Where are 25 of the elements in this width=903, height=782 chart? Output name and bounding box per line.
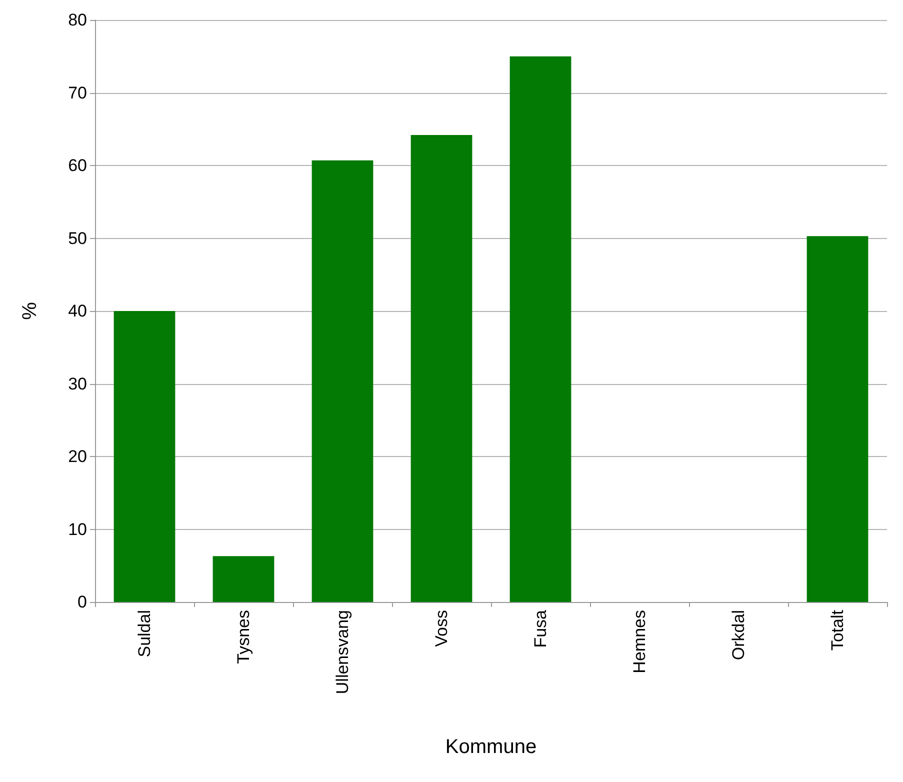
y-tick-label: 70: [68, 83, 87, 102]
y-tick-label: 0: [78, 592, 87, 612]
y-tick-label: 20: [68, 447, 87, 466]
y-tick-label: 30: [68, 374, 87, 394]
x-tick-label: Suldal: [135, 610, 154, 658]
x-tick-label: Hemnes: [630, 610, 649, 674]
bar: [806, 236, 868, 602]
y-tick-label: 60: [68, 156, 87, 175]
y-tick-label: 80: [68, 10, 87, 30]
bar: [410, 134, 472, 602]
x-tick-label: Orkdal: [729, 610, 748, 660]
y-tick-label: 50: [68, 228, 87, 248]
x-tick-label: Fusa: [531, 609, 550, 648]
x-tick-label: Totalt: [828, 610, 847, 651]
y-tick-label: 10: [68, 520, 87, 539]
bar: [312, 160, 374, 602]
y-axis-title: %: [19, 302, 41, 320]
x-tick-label: Voss: [432, 610, 451, 647]
x-axis-title: Kommune: [445, 736, 537, 758]
bar: [212, 556, 274, 602]
y-tick-label: 40: [68, 302, 87, 320]
x-tick-label: Tysnes: [234, 610, 253, 664]
bar: [114, 311, 176, 602]
bar: [510, 56, 572, 602]
x-tick-label: Ullensvang: [333, 610, 352, 694]
